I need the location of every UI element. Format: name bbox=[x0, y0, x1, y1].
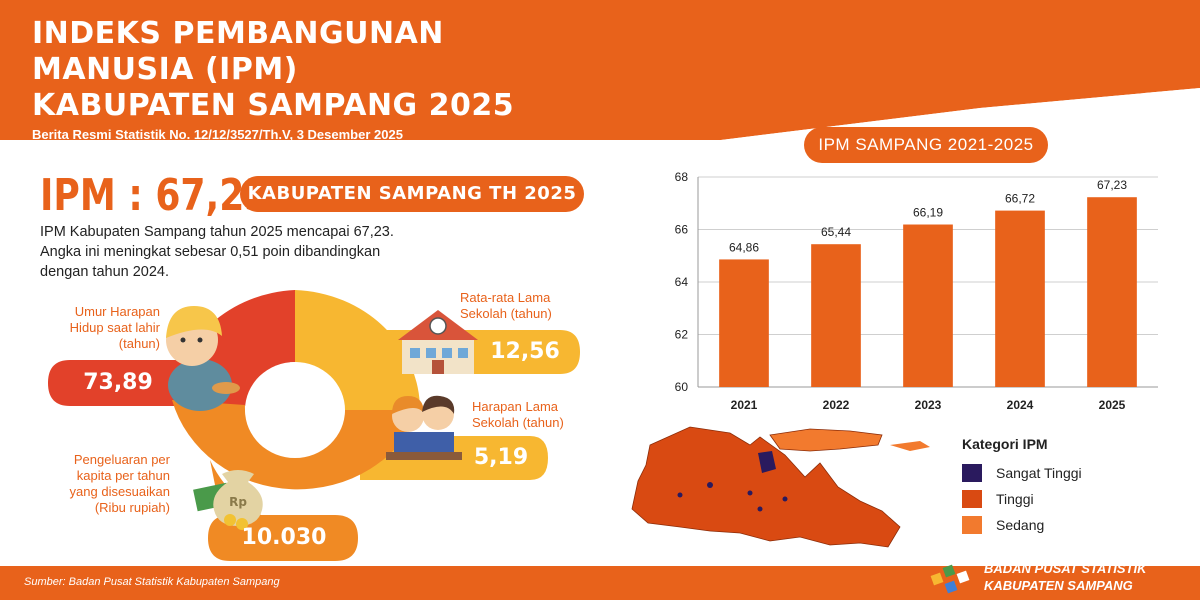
legend-label: Tinggi bbox=[996, 491, 1034, 507]
pengeluaran-value: 10.030 bbox=[241, 525, 327, 550]
chart-title: IPM SAMPANG 2021-2025 bbox=[804, 127, 1048, 163]
bar bbox=[811, 244, 861, 387]
y-tick-label: 66 bbox=[675, 223, 689, 237]
label-line: Umur Harapan bbox=[74, 304, 160, 319]
data-label: 66,72 bbox=[1005, 192, 1035, 206]
components-donut: Rp bbox=[48, 290, 580, 561]
x-tick-label: 2025 bbox=[1099, 398, 1126, 412]
donut-hole bbox=[245, 362, 345, 458]
uhh-label: Umur Harapan Hidup saat lahir (tahun) bbox=[50, 304, 160, 352]
donut-segment-pengeluaran bbox=[172, 400, 420, 490]
x-tick-label: 2024 bbox=[1007, 398, 1034, 412]
label-line: Hidup saat lahir bbox=[69, 320, 160, 335]
ipm-bar-chart: 60 62 64 66 68 64,86 2021 65,44 2022 66,19 2023 66,… bbox=[675, 170, 1158, 412]
money-bag-currency: Rp bbox=[229, 495, 247, 509]
bar bbox=[995, 210, 1045, 387]
baby-icon bbox=[166, 306, 240, 411]
bar bbox=[903, 224, 953, 387]
legend-label: Sedang bbox=[996, 517, 1045, 533]
money-bag-icon: Rp bbox=[193, 470, 263, 530]
org-line: KABUPATEN SAMPANG bbox=[984, 578, 1133, 593]
y-tick-label: 68 bbox=[675, 170, 689, 184]
y-tick-label: 62 bbox=[675, 328, 689, 342]
label-line: Pengeluaran per bbox=[73, 452, 170, 467]
description-line: dengan tahun 2024. bbox=[40, 264, 170, 280]
school-building-icon bbox=[398, 310, 478, 374]
label-line: (Ribu rupiah) bbox=[94, 500, 170, 515]
label-line: Sekolah (tahun) bbox=[460, 306, 552, 321]
x-tick-label: 2023 bbox=[915, 398, 942, 412]
bar bbox=[1087, 197, 1137, 387]
data-label: 67,23 bbox=[1097, 178, 1127, 192]
bar bbox=[719, 259, 769, 387]
title-line: KABUPATEN SAMPANG 2025 bbox=[32, 88, 515, 123]
summary-description: IPM Kabupaten Sampang tahun 2025 mencapa… bbox=[40, 222, 480, 282]
label-line: Rata-rata Lama bbox=[460, 290, 551, 305]
legend-swatch bbox=[962, 464, 982, 482]
legend-item-sangat-tinggi: Sangat Tinggi bbox=[962, 460, 1082, 486]
footer-bar bbox=[0, 566, 1200, 600]
title-line: MANUSIA (IPM) bbox=[32, 52, 298, 87]
students-icon bbox=[386, 395, 462, 460]
east-java-map bbox=[631, 426, 930, 548]
rls-value: 12,56 bbox=[490, 339, 560, 364]
legend-swatch bbox=[962, 516, 982, 534]
x-tick-label: 2022 bbox=[823, 398, 850, 412]
hls-value: 5,19 bbox=[473, 445, 529, 470]
data-label: 66,19 bbox=[913, 206, 943, 220]
rls-label: Rata-rata Lama Sekolah (tahun) bbox=[460, 290, 590, 322]
org-line: BADAN PUSAT STATISTIK bbox=[984, 561, 1147, 576]
data-label: 64,86 bbox=[729, 240, 759, 254]
uhh-value: 73,89 bbox=[83, 370, 153, 395]
legend-item-sedang: Sedang bbox=[962, 512, 1082, 538]
region-pill: KABUPATEN SAMPANG TH 2025 bbox=[240, 176, 584, 212]
legend-swatch bbox=[962, 490, 982, 508]
page-subtitle: Berita Resmi Statistik No. 12/12/3527/Th… bbox=[32, 127, 403, 142]
hls-label: Harapan Lama Sekolah (tahun) bbox=[472, 399, 592, 431]
legend-item-tinggi: Tinggi bbox=[962, 486, 1082, 512]
pengeluaran-label: Pengeluaran per kapita per tahun yang di… bbox=[40, 452, 170, 516]
org-name: BADAN PUSAT STATISTIK KABUPATEN SAMPANG bbox=[984, 560, 1147, 594]
label-line: Harapan Lama bbox=[472, 399, 558, 414]
page-title: INDEKS PEMBANGUNAN MANUSIA (IPM) KABUPAT… bbox=[32, 16, 514, 124]
label-line: (tahun) bbox=[118, 336, 160, 351]
legend-label: Sangat Tinggi bbox=[996, 465, 1082, 481]
y-tick-label: 64 bbox=[675, 275, 689, 289]
label-line: kapita per tahun bbox=[76, 468, 170, 483]
data-label: 65,44 bbox=[821, 225, 851, 239]
label-line: Sekolah (tahun) bbox=[472, 415, 564, 430]
legend-title: Kategori IPM bbox=[962, 436, 1048, 452]
label-line: yang disesuaikan bbox=[69, 484, 170, 499]
map-legend: Kategori IPM Sangat Tinggi Tinggi Sedang bbox=[962, 436, 1082, 538]
bps-logo-icon bbox=[930, 564, 970, 594]
description-line: Angka ini meningkat sebesar 0,51 poin di… bbox=[40, 244, 381, 260]
ipm-headline: IPM : 67,23 bbox=[40, 170, 270, 221]
source-note: Sumber: Badan Pusat Statistik Kabupaten … bbox=[24, 576, 280, 588]
title-line: INDEKS PEMBANGUNAN bbox=[32, 16, 444, 51]
description-line: IPM Kabupaten Sampang tahun 2025 mencapa… bbox=[40, 224, 394, 240]
x-tick-label: 2021 bbox=[731, 398, 758, 412]
y-tick-label: 60 bbox=[675, 380, 689, 394]
